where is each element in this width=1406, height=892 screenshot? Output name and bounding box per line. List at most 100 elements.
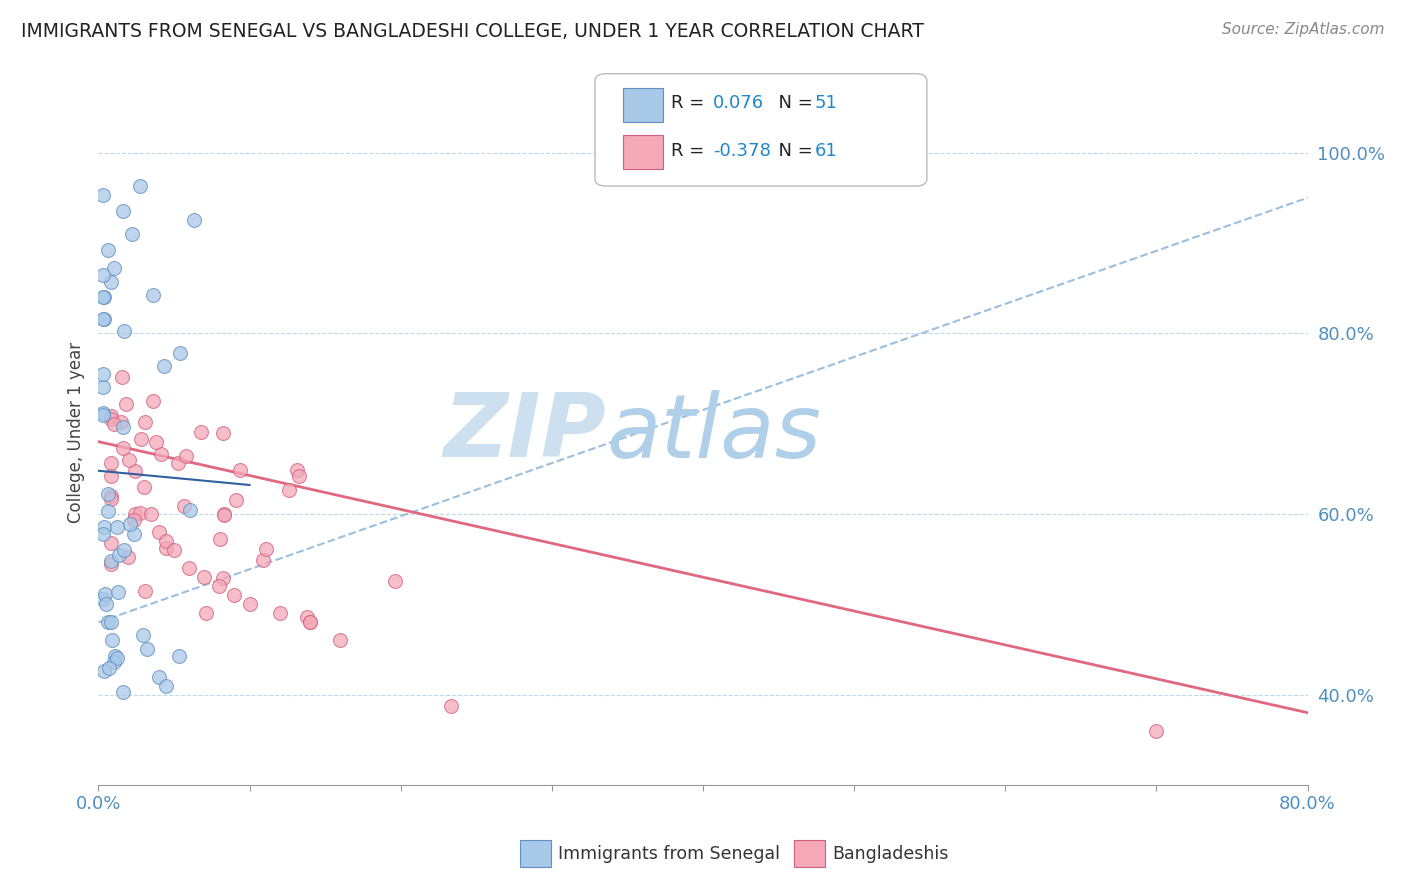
Point bbox=[129, 506, 152, 520]
Point bbox=[155, 679, 177, 693]
Point bbox=[94, 587, 117, 601]
Point bbox=[132, 480, 155, 494]
Point bbox=[254, 542, 277, 557]
Point bbox=[269, 607, 291, 621]
Point bbox=[169, 649, 191, 664]
Point bbox=[152, 359, 174, 374]
Point bbox=[212, 507, 235, 521]
Point bbox=[252, 553, 274, 567]
Point bbox=[93, 665, 115, 679]
Text: N =: N = bbox=[766, 95, 818, 112]
Text: 61: 61 bbox=[814, 143, 837, 161]
Point bbox=[134, 415, 156, 429]
Point bbox=[190, 425, 212, 439]
Point bbox=[148, 669, 170, 683]
Text: R =: R = bbox=[671, 95, 710, 112]
Point bbox=[103, 260, 125, 275]
Point bbox=[101, 633, 124, 648]
Point bbox=[163, 543, 186, 558]
Point bbox=[97, 487, 120, 501]
Point bbox=[134, 583, 156, 598]
Point bbox=[173, 499, 195, 513]
Point bbox=[132, 628, 155, 642]
Point bbox=[111, 685, 134, 699]
Point bbox=[155, 534, 177, 549]
Point bbox=[145, 434, 167, 449]
Point bbox=[174, 449, 197, 463]
Point bbox=[91, 527, 114, 541]
Point bbox=[91, 380, 114, 394]
Point bbox=[117, 549, 139, 564]
Point bbox=[94, 597, 117, 611]
Point bbox=[299, 615, 322, 630]
Point bbox=[155, 541, 177, 556]
Point bbox=[150, 447, 173, 461]
Point bbox=[107, 548, 129, 562]
Point bbox=[124, 507, 146, 521]
Point bbox=[111, 442, 134, 456]
Point bbox=[115, 397, 138, 411]
Point bbox=[297, 610, 319, 624]
Point bbox=[100, 456, 122, 470]
Point bbox=[118, 517, 141, 532]
Point bbox=[124, 464, 146, 478]
Text: Immigrants from Senegal: Immigrants from Senegal bbox=[558, 845, 780, 863]
Point bbox=[98, 660, 121, 674]
Point bbox=[100, 615, 122, 630]
Text: atlas: atlas bbox=[606, 390, 821, 475]
Point bbox=[212, 425, 235, 440]
Point bbox=[100, 535, 122, 549]
Point bbox=[100, 557, 122, 571]
Point bbox=[129, 432, 152, 446]
Point bbox=[229, 463, 252, 477]
Point bbox=[121, 227, 143, 241]
Point bbox=[129, 179, 152, 194]
Text: IMMIGRANTS FROM SENEGAL VS BANGLADESHI COLLEGE, UNDER 1 YEAR CORRELATION CHART: IMMIGRANTS FROM SENEGAL VS BANGLADESHI C… bbox=[21, 22, 924, 41]
Text: N =: N = bbox=[766, 143, 818, 161]
Point bbox=[93, 520, 115, 534]
Point bbox=[329, 633, 352, 648]
Point bbox=[239, 597, 262, 611]
Point bbox=[277, 483, 299, 498]
Point bbox=[97, 243, 120, 257]
Point bbox=[124, 513, 146, 527]
Point bbox=[299, 615, 322, 629]
Point bbox=[193, 570, 215, 584]
Point bbox=[103, 655, 125, 669]
Point bbox=[91, 268, 114, 282]
Point bbox=[211, 571, 233, 585]
Text: ZIP: ZIP bbox=[443, 389, 606, 476]
Point bbox=[100, 411, 122, 425]
Point bbox=[112, 203, 135, 218]
Text: Bangladeshis: Bangladeshis bbox=[832, 845, 949, 863]
Point bbox=[148, 524, 170, 539]
Point bbox=[91, 188, 114, 202]
Point bbox=[91, 406, 114, 420]
Point bbox=[142, 288, 165, 302]
Y-axis label: College, Under 1 year: College, Under 1 year bbox=[66, 342, 84, 524]
Point bbox=[1144, 723, 1167, 738]
Point bbox=[183, 213, 205, 227]
Text: -0.378: -0.378 bbox=[713, 143, 770, 161]
Point bbox=[107, 585, 129, 599]
Point bbox=[100, 469, 122, 483]
Point bbox=[287, 468, 309, 483]
Point bbox=[112, 324, 135, 338]
Point bbox=[224, 588, 246, 602]
Point bbox=[93, 290, 115, 304]
Point bbox=[91, 367, 114, 381]
Point bbox=[105, 651, 128, 665]
Point bbox=[179, 561, 201, 575]
Text: 51: 51 bbox=[814, 95, 837, 112]
Point bbox=[100, 492, 122, 507]
Point bbox=[195, 606, 218, 620]
Point bbox=[93, 312, 115, 326]
Point bbox=[384, 574, 406, 588]
Point bbox=[212, 508, 235, 523]
Point bbox=[142, 393, 165, 408]
Point bbox=[179, 503, 201, 517]
Point bbox=[100, 409, 122, 423]
Point bbox=[100, 490, 122, 504]
Point bbox=[110, 416, 132, 430]
Point bbox=[97, 504, 120, 518]
